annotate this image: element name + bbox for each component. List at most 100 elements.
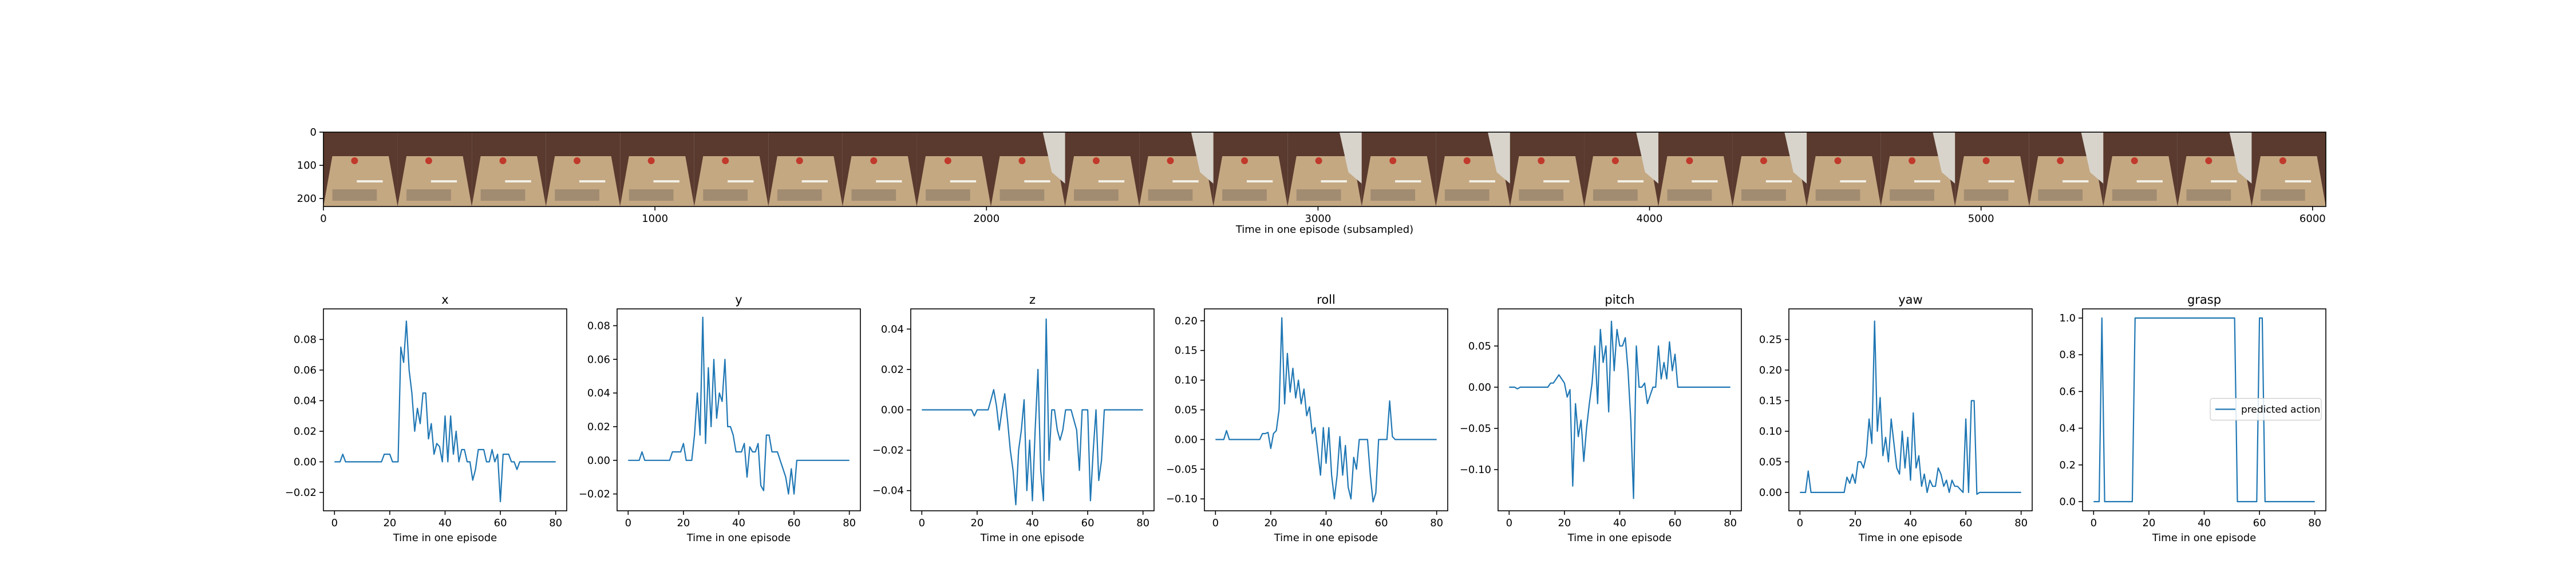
episode-frame	[1436, 132, 1510, 206]
episode-frame	[2177, 132, 2252, 206]
frame-base	[1815, 189, 1860, 201]
frame-robot-arm	[2229, 132, 2252, 184]
subplot-z: 0 20 40 60 80 −0.04 −0.02 0.00 0.02 0.04 z Time in …	[872, 293, 1155, 544]
frame-robot-arm	[1339, 132, 1362, 184]
strip-x-tick-label: 1000	[642, 213, 668, 225]
subplot-title: y	[735, 293, 742, 307]
y-tick-label: 0.02	[294, 426, 317, 438]
frame-robot-arm	[1488, 132, 1510, 184]
y-tick-label: 0.00	[1759, 487, 1782, 499]
x-axis-label: Time in one episode	[980, 532, 1085, 544]
frame-object	[2057, 157, 2064, 164]
frame-bar	[653, 180, 679, 182]
x-axis-label: Time in one episode	[1567, 532, 1672, 544]
x-tick-label: 0	[919, 517, 925, 529]
episode-frame	[2103, 132, 2178, 206]
frame-object	[574, 157, 581, 164]
subplot-title: pitch	[1605, 293, 1634, 307]
legend: predicted action	[2210, 398, 2322, 421]
frame-object	[1167, 157, 1174, 164]
subplot-title: x	[441, 293, 448, 307]
frame-bar	[1024, 180, 1050, 182]
frame-object	[1538, 157, 1545, 164]
x-tick-label: 0	[2091, 517, 2097, 529]
x-tick-label: 40	[1026, 517, 1039, 529]
series-line	[1800, 320, 2021, 495]
frame-base	[1148, 189, 1193, 201]
x-axis-label: Time in one episode	[686, 532, 791, 544]
y-tick-label: 0.00	[587, 455, 610, 467]
frame-object	[2279, 157, 2286, 164]
subplot-pitch: 0 20 40 60 80 −0.10 −0.05 0.00 0.05 pitch Time in …	[1460, 293, 1742, 544]
y-tick-label: −0.02	[285, 487, 317, 499]
frame-bar	[728, 180, 754, 182]
y-tick-label: 0.00	[881, 404, 904, 416]
series-line	[922, 318, 1143, 506]
x-axis-label: Time in one episode	[393, 532, 497, 544]
y-tick-label: 0.6	[2059, 386, 2076, 398]
y-tick-label: 0.02	[587, 421, 610, 433]
strip-frame	[323, 132, 2326, 207]
series-line	[2093, 317, 2315, 503]
frame-base	[851, 189, 896, 201]
episode-frame	[1955, 132, 2029, 206]
frame-base	[2260, 189, 2305, 201]
x-tick-label: 0	[1797, 517, 1803, 529]
episode-frame	[768, 132, 843, 206]
episode-frame	[842, 132, 917, 206]
y-tick-label: 0.25	[1759, 333, 1782, 345]
episode-frame	[1065, 132, 1140, 206]
episode-frame	[1880, 132, 1955, 206]
episode-frame	[472, 132, 546, 206]
frame-bar	[2136, 180, 2163, 182]
frame-robot-arm	[1933, 132, 1955, 184]
frame-bar	[505, 180, 531, 182]
frame-base	[1074, 189, 1119, 201]
episode-frame	[1139, 132, 1214, 206]
frame-base	[2038, 189, 2083, 201]
y-tick-label: 0.4	[2059, 423, 2076, 435]
episode-frame	[1361, 132, 1436, 206]
frame-bar	[1914, 180, 1941, 182]
frame-object	[1686, 157, 1693, 164]
frame-object	[2205, 157, 2212, 164]
x-tick-label: 80	[2308, 517, 2321, 529]
plot-area	[1498, 309, 1741, 511]
frame-object	[1092, 157, 1100, 164]
x-tick-label: 60	[1375, 517, 1388, 529]
x-tick-label: 0	[1506, 517, 1512, 529]
subplot-title: yaw	[1898, 293, 1922, 307]
x-tick-label: 80	[1724, 517, 1737, 529]
x-tick-label: 20	[2142, 517, 2155, 529]
episode-frame	[2251, 132, 2326, 206]
frame-base	[1593, 189, 1638, 201]
strip-x-tick-label: 5000	[1968, 213, 1994, 225]
frame-object	[722, 157, 729, 164]
frame-bar	[1617, 180, 1644, 182]
episode-frame	[2029, 132, 2104, 206]
x-tick-label: 20	[677, 517, 690, 529]
episode-frame	[323, 132, 398, 206]
frame-object	[944, 157, 951, 164]
frame-object	[351, 157, 358, 164]
y-tick-label: 0.04	[587, 387, 610, 399]
x-tick-label: 40	[2198, 517, 2211, 529]
frame-object	[1982, 157, 1990, 164]
y-tick-label: 0.02	[881, 364, 904, 376]
x-tick-label: 60	[2253, 517, 2266, 529]
frame-object	[1018, 157, 1026, 164]
frame-object	[1389, 157, 1397, 164]
y-tick-label: 0.05	[1759, 456, 1782, 468]
x-tick-label: 20	[1848, 517, 1862, 529]
frame-object	[425, 157, 432, 164]
y-tick-label: −0.04	[872, 485, 904, 497]
frame-bar	[1988, 180, 2014, 182]
frame-object	[870, 157, 878, 164]
episode-frame	[1807, 132, 1881, 206]
episode-frame	[991, 132, 1065, 206]
frame-bar	[1543, 180, 1570, 182]
frame-base	[2112, 189, 2157, 201]
plot-area	[617, 309, 860, 511]
frame-bar	[2211, 180, 2237, 182]
